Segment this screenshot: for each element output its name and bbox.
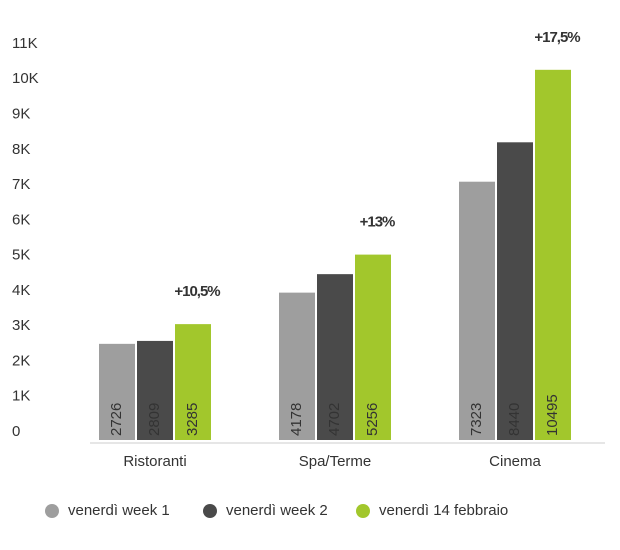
value-label: 4178 <box>288 403 305 436</box>
y-tick-label: 1K <box>12 388 30 405</box>
y-tick-label: 5K <box>12 247 30 264</box>
bar <box>137 340 173 440</box>
y-tick-label: 6K <box>12 211 30 228</box>
value-label: 5256 <box>364 403 381 436</box>
x-tick-label: Spa/Terme <box>299 453 372 470</box>
value-label: 10495 <box>544 394 561 436</box>
bar <box>355 254 391 440</box>
legend-label: venerdì 14 febbraio <box>379 502 508 519</box>
annotation: +10,5% <box>174 283 220 300</box>
value-label: 2809 <box>146 403 163 436</box>
bar <box>535 69 571 440</box>
y-tick-label: 0 <box>12 423 20 440</box>
annotation: +17,5% <box>534 29 580 46</box>
bar <box>497 142 533 440</box>
bar <box>317 274 353 440</box>
legend-label: venerdì week 1 <box>68 502 170 519</box>
y-tick-label: 4K <box>12 282 30 299</box>
y-tick-label: 10K <box>12 70 39 87</box>
legend-marker <box>45 504 59 518</box>
bar <box>99 343 135 440</box>
x-tick-label: Cinema <box>489 453 541 470</box>
legend-label: venerdì week 2 <box>226 502 328 519</box>
value-label: 8440 <box>506 403 523 436</box>
annotation: +13% <box>360 214 395 231</box>
bar <box>459 181 495 440</box>
x-tick-label: Ristoranti <box>123 453 186 470</box>
y-tick-label: 11K <box>12 35 38 52</box>
legend-marker <box>203 504 217 518</box>
value-label: 7323 <box>468 403 485 436</box>
y-tick-label: 3K <box>12 317 30 334</box>
y-tick-label: 2K <box>12 352 30 369</box>
bar <box>279 292 315 440</box>
value-label: 2726 <box>108 403 125 436</box>
legend-marker <box>356 504 370 518</box>
y-tick-label: 9K <box>12 106 30 123</box>
value-label: 4702 <box>326 403 343 436</box>
bar <box>175 324 211 440</box>
y-tick-label: 7K <box>12 176 30 193</box>
value-label: 3285 <box>184 403 201 436</box>
y-tick-label: 8K <box>12 141 30 158</box>
